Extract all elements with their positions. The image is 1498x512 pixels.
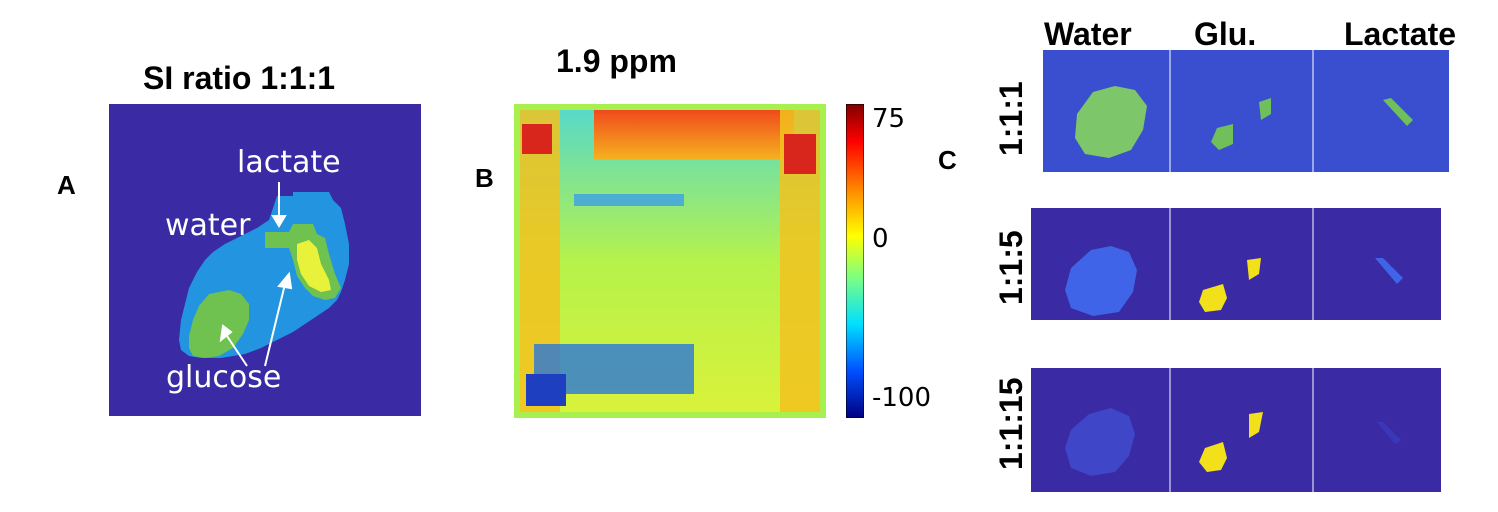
map-bottom-dark bbox=[526, 374, 566, 406]
map-top-right-red bbox=[784, 134, 816, 174]
panel-c-letter: C bbox=[938, 145, 957, 175]
glu-blob-lower bbox=[1199, 442, 1227, 472]
lactate-streak bbox=[1375, 258, 1403, 284]
glu-blob-upper bbox=[1259, 98, 1271, 120]
glucose-compartment bbox=[189, 290, 249, 358]
panel-b-title: 1.9 ppm bbox=[556, 43, 677, 79]
lactate-region bbox=[297, 240, 331, 292]
glu-blob-lower bbox=[1199, 284, 1227, 312]
colorbar-min-label: -100 bbox=[872, 383, 932, 413]
water-blob bbox=[1065, 246, 1137, 316]
glu-blob-small bbox=[1211, 124, 1233, 150]
col-header-lactate: Lactate bbox=[1344, 16, 1457, 52]
col-header-glu: Glu. bbox=[1194, 16, 1257, 52]
row-1115-images bbox=[1031, 368, 1441, 492]
row-label-111: 1:1:1 bbox=[993, 81, 1029, 156]
label-water: water bbox=[165, 208, 251, 243]
panel-b-letter: B bbox=[475, 163, 494, 193]
water-blob bbox=[1065, 408, 1135, 476]
water-blob bbox=[1075, 86, 1147, 158]
panel-a-letter: A bbox=[57, 170, 76, 200]
glu-blob-upper bbox=[1249, 412, 1263, 438]
label-glucose: glucose bbox=[166, 360, 282, 395]
glu-blob-upper bbox=[1247, 258, 1261, 280]
panel-b-shift-map bbox=[514, 104, 826, 418]
map-top-hot bbox=[594, 110, 794, 160]
colorbar-mid-label: 0 bbox=[872, 224, 889, 254]
lactate-streak bbox=[1383, 98, 1413, 126]
colorbar-max-label: 75 bbox=[872, 104, 906, 134]
colorbar bbox=[846, 104, 864, 418]
map-blue-band bbox=[574, 194, 684, 206]
map-top-left-red bbox=[522, 124, 552, 154]
panel-a-title: SI ratio 1:1:1 bbox=[143, 60, 336, 96]
panel-a-phantom-map bbox=[109, 104, 421, 416]
lactate-streak bbox=[1377, 422, 1401, 444]
row-label-115: 1:1:5 bbox=[993, 230, 1029, 305]
row-115-images bbox=[1031, 208, 1441, 320]
label-lactate: lactate bbox=[237, 145, 341, 180]
row-111-images bbox=[1043, 50, 1449, 172]
row-label-1115: 1:1:15 bbox=[993, 377, 1029, 471]
col-header-water: Water bbox=[1044, 16, 1132, 52]
